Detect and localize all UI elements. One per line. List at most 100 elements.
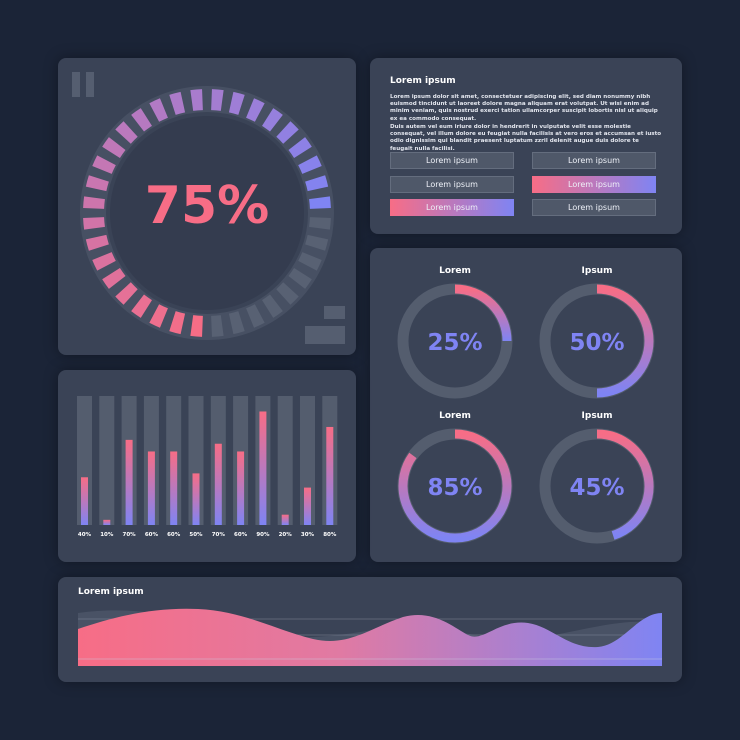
gauge-segment	[102, 137, 126, 158]
bar-track	[99, 396, 115, 525]
bar-label: 60%	[145, 532, 159, 538]
gauge-segment	[276, 121, 299, 144]
gauge-segment	[92, 155, 116, 174]
gauge-segment	[115, 282, 138, 305]
bar	[214, 443, 222, 525]
gauge-segment	[298, 155, 322, 174]
corner-block-small	[324, 306, 345, 319]
pause-icon-bar-left	[72, 72, 80, 97]
bar-label: 80%	[323, 532, 337, 538]
corner-block	[305, 326, 345, 344]
bar-label: 60%	[234, 532, 248, 538]
gauge-segment	[102, 268, 126, 289]
gauge-segment	[169, 311, 186, 335]
bar-track	[277, 396, 293, 525]
bar	[326, 426, 334, 525]
info-title: Lorem ipsum	[390, 76, 456, 86]
gauge-segment	[246, 98, 265, 122]
gauge-segment	[211, 89, 224, 111]
area-title: Lorem ipsum	[78, 587, 144, 597]
gauge-segment	[131, 108, 152, 132]
bar-chart: 40% 10% 70% 60% 60% 50% 70% 60% 90% 20% 30% 80%	[77, 396, 338, 538]
ring-arc	[398, 429, 512, 543]
gauge-segment	[305, 175, 329, 192]
pause-icon-bar-right	[86, 72, 94, 97]
bar	[192, 473, 200, 525]
gauge-segment	[169, 91, 186, 115]
gauge-segment	[309, 196, 331, 209]
gauge-segment	[262, 108, 283, 132]
gauge-segment	[228, 311, 245, 335]
gauge-track	[80, 86, 334, 340]
gauge-segment	[276, 282, 299, 305]
bar	[103, 519, 111, 525]
lorem-ipsum-button[interactable]: Lorem ipsum	[390, 176, 514, 193]
gauge-segment	[85, 234, 109, 251]
bar-label: 60%	[167, 532, 181, 538]
gauge-segment	[149, 304, 168, 328]
ring-arc	[596, 284, 654, 398]
gauge-segment	[92, 252, 116, 271]
bar-label: 30%	[301, 532, 315, 538]
lorem-ipsum-button[interactable]: Lorem ipsum	[532, 199, 656, 216]
gauge-value: 75%	[144, 176, 270, 236]
gauge-segment	[288, 137, 312, 158]
ring-value: 25%	[427, 330, 482, 356]
ring-label: Lorem	[439, 266, 471, 276]
ring-value: 50%	[569, 330, 624, 356]
ring-arc	[454, 284, 512, 342]
area-panel: Lorem ipsum	[58, 577, 682, 682]
ring-value: 45%	[569, 475, 624, 501]
rings-chart: Lorem 25% Ipsum 50% Lorem 85% Ipsum 45%	[397, 266, 655, 544]
lorem-ipsum-button[interactable]: Lorem ipsum	[390, 199, 514, 216]
bar-label: 40%	[78, 532, 92, 538]
info-panel: Lorem ipsum Lorem ipsum dolor sit amet, …	[370, 58, 682, 234]
ring-label: Ipsum	[582, 266, 613, 276]
gauge-segment	[131, 294, 152, 318]
gauge-segment	[246, 304, 265, 328]
area-chart	[78, 608, 662, 666]
lorem-ipsum-button[interactable]: Lorem ipsum	[390, 152, 514, 169]
bar	[170, 451, 178, 525]
bar	[147, 451, 155, 525]
lorem-ipsum-button[interactable]: Lorem ipsum	[532, 176, 656, 193]
gauge-segment	[228, 91, 245, 115]
gauge-segment	[83, 196, 105, 209]
gauge-segment	[190, 89, 203, 111]
gauge-segment	[190, 315, 203, 337]
gauge-inner	[110, 116, 304, 310]
bar-track	[188, 396, 204, 525]
gauge-segment	[83, 217, 105, 230]
lorem-ipsum-button[interactable]: Lorem ipsum	[532, 152, 656, 169]
ring-arc	[596, 429, 654, 540]
gauge-panel: 75%	[58, 58, 356, 355]
gauge-segment	[85, 175, 109, 192]
bar-track	[300, 396, 315, 525]
area-fill	[78, 608, 662, 666]
gauge-segment	[262, 294, 283, 318]
gauge-segment	[309, 217, 331, 230]
bar	[281, 514, 289, 525]
bar	[81, 477, 88, 525]
ring-label: Ipsum	[582, 411, 613, 421]
gauge-segment	[115, 121, 138, 144]
info-paragraph-2: Duis autem vel eum iriure dolor in hendr…	[390, 124, 662, 152]
bar-label: 50%	[189, 532, 203, 538]
gauge-segment	[305, 234, 329, 251]
gauge-segment	[211, 315, 224, 337]
rings-panel: Lorem 25% Ipsum 50% Lorem 85% Ipsum 45%	[370, 248, 682, 562]
bars-panel: 40% 10% 70% 60% 60% 50% 70% 60% 90% 20% 30% 80%	[58, 370, 356, 562]
bar-label: 70%	[123, 532, 137, 538]
bar-track	[77, 396, 92, 525]
bar-label: 70%	[212, 532, 226, 538]
bar	[237, 451, 245, 525]
bar	[259, 411, 267, 525]
bar-label: 20%	[279, 532, 293, 538]
bar-label: 90%	[256, 532, 270, 538]
gauge-chart	[72, 72, 345, 344]
ring-label: Lorem	[439, 411, 471, 421]
gauge-segment	[298, 252, 322, 271]
bar	[125, 439, 133, 525]
gauge-segment	[149, 98, 168, 122]
info-paragraph-1: Lorem ipsum dolor sit amet, consectetuer…	[390, 94, 658, 122]
